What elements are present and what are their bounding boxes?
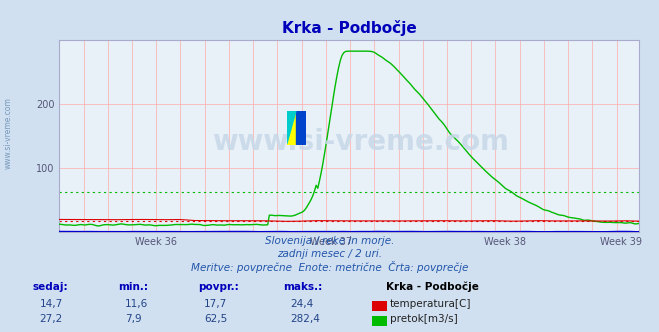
Text: 62,5: 62,5 (204, 314, 227, 324)
Text: 24,4: 24,4 (290, 299, 313, 309)
Title: Krka - Podbočje: Krka - Podbočje (282, 20, 416, 36)
Text: zadnji mesec / 2 uri.: zadnji mesec / 2 uri. (277, 249, 382, 259)
Text: www.si-vreme.com: www.si-vreme.com (212, 128, 509, 156)
Text: 27,2: 27,2 (40, 314, 63, 324)
Text: Slovenija / reke in morje.: Slovenija / reke in morje. (265, 236, 394, 246)
Text: Meritve: povprečne  Enote: metrične  Črta: povprečje: Meritve: povprečne Enote: metrične Črta:… (191, 261, 468, 273)
Text: pretok[m3/s]: pretok[m3/s] (390, 314, 458, 324)
Text: 11,6: 11,6 (125, 299, 148, 309)
Text: 282,4: 282,4 (290, 314, 320, 324)
Text: temperatura[C]: temperatura[C] (390, 299, 472, 309)
Text: 7,9: 7,9 (125, 314, 142, 324)
Text: www.si-vreme.com: www.si-vreme.com (3, 97, 13, 169)
Text: Krka - Podbočje: Krka - Podbočje (386, 282, 478, 292)
Text: min.:: min.: (119, 283, 149, 292)
Text: 14,7: 14,7 (40, 299, 63, 309)
Text: 17,7: 17,7 (204, 299, 227, 309)
Text: maks.:: maks.: (283, 283, 323, 292)
Text: povpr.:: povpr.: (198, 283, 239, 292)
Text: sedaj:: sedaj: (33, 283, 69, 292)
Polygon shape (287, 111, 296, 144)
